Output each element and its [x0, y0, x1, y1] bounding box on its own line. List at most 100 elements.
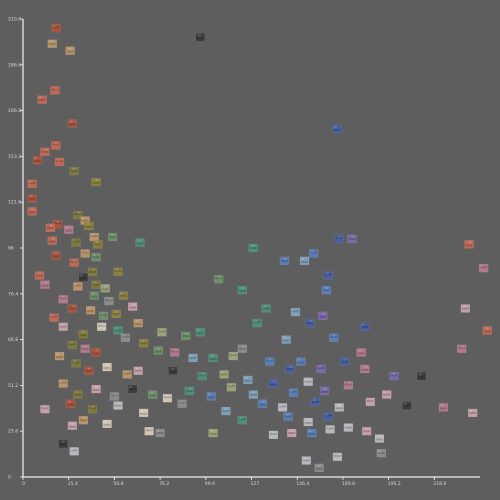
data-point — [32, 155, 43, 165]
data-point — [40, 405, 50, 414]
data-point — [58, 439, 68, 449]
data-point — [51, 23, 61, 33]
data-point — [301, 456, 312, 465]
data-point — [257, 399, 268, 408]
data-point — [213, 274, 224, 284]
data-point — [27, 207, 37, 216]
data-point — [365, 397, 376, 407]
data-point — [69, 166, 79, 176]
data-point — [305, 318, 315, 328]
data-point — [37, 95, 47, 104]
data-point — [157, 328, 167, 337]
data-point — [296, 357, 306, 366]
data-point — [457, 344, 467, 353]
data-point — [332, 124, 343, 134]
data-point — [133, 318, 143, 328]
y-tick-label: 66.8 — [8, 337, 18, 343]
data-point — [438, 403, 449, 412]
data-point — [170, 348, 180, 357]
data-point — [113, 267, 123, 277]
data-point — [237, 285, 248, 295]
data-point — [40, 280, 50, 289]
y-tick-label: 51.2 — [8, 383, 18, 389]
data-point — [321, 285, 332, 295]
data-point — [206, 392, 216, 401]
data-point — [71, 238, 81, 247]
data-point — [334, 234, 344, 244]
data-point — [107, 232, 118, 242]
data-point — [332, 452, 343, 462]
y-tick-label: 96 — [8, 246, 14, 252]
data-point — [347, 234, 357, 244]
data-point — [374, 434, 385, 443]
data-point — [89, 232, 99, 242]
data-point — [54, 351, 65, 361]
data-point — [78, 273, 89, 282]
data-point — [91, 348, 101, 357]
data-point — [195, 33, 206, 42]
data-point — [40, 147, 50, 157]
data-point — [237, 344, 248, 353]
data-point — [303, 417, 313, 427]
data-point — [162, 394, 173, 403]
data-point — [113, 326, 123, 335]
y-tick-label: 166.8 — [8, 108, 21, 114]
data-point — [148, 390, 158, 399]
data-point — [237, 416, 248, 425]
data-point — [135, 238, 145, 247]
data-point — [127, 384, 138, 394]
data-point — [323, 271, 333, 280]
data-point — [122, 370, 132, 379]
data-point — [78, 416, 89, 425]
data-point — [376, 448, 386, 458]
data-point — [73, 210, 83, 220]
data-point — [208, 353, 218, 363]
data-point — [318, 311, 328, 320]
data-point — [111, 309, 121, 319]
data-point — [478, 263, 489, 273]
data-point — [283, 412, 293, 421]
data-point — [416, 372, 427, 381]
data-point — [279, 256, 290, 266]
data-point — [67, 421, 78, 430]
data-point — [138, 408, 149, 418]
data-point — [219, 370, 229, 379]
data-point — [98, 311, 109, 320]
y-tick-label: 153.2 — [8, 154, 21, 160]
data-point — [343, 423, 354, 432]
data-point — [360, 364, 370, 374]
data-point — [361, 427, 372, 436]
data-point — [482, 326, 493, 335]
data-point — [228, 351, 238, 361]
data-point — [287, 428, 297, 438]
data-point — [45, 223, 56, 233]
data-point — [307, 428, 317, 438]
data-point — [155, 428, 165, 438]
x-tick-label: 25.4 — [68, 481, 78, 487]
data-point — [87, 405, 98, 414]
data-point — [265, 357, 275, 366]
data-point — [288, 388, 299, 397]
x-tick-label: 50.8 — [113, 481, 123, 487]
data-point — [243, 375, 253, 385]
data-point — [109, 392, 120, 401]
y-tick-label: 0 — [8, 475, 11, 481]
data-point — [67, 119, 78, 128]
x-tick-label: 0 — [22, 481, 25, 487]
y-tick-label: 76.4 — [8, 291, 18, 297]
data-point — [69, 258, 79, 267]
data-point — [51, 251, 61, 260]
data-point — [319, 386, 330, 396]
data-point — [144, 427, 154, 436]
y-axis-ticks: 0 25.6 51.2 66.8 76.4 96 121.6 153.2 166.8 186.6 2… — [8, 17, 23, 481]
data-point — [80, 344, 90, 353]
data-point — [71, 359, 81, 368]
data-point — [127, 302, 138, 311]
data-point — [104, 296, 114, 306]
data-point — [58, 379, 68, 388]
data-point — [47, 39, 57, 48]
data-point — [91, 177, 101, 187]
data-point — [226, 383, 237, 392]
y-tick-label: 121.6 — [8, 200, 21, 206]
